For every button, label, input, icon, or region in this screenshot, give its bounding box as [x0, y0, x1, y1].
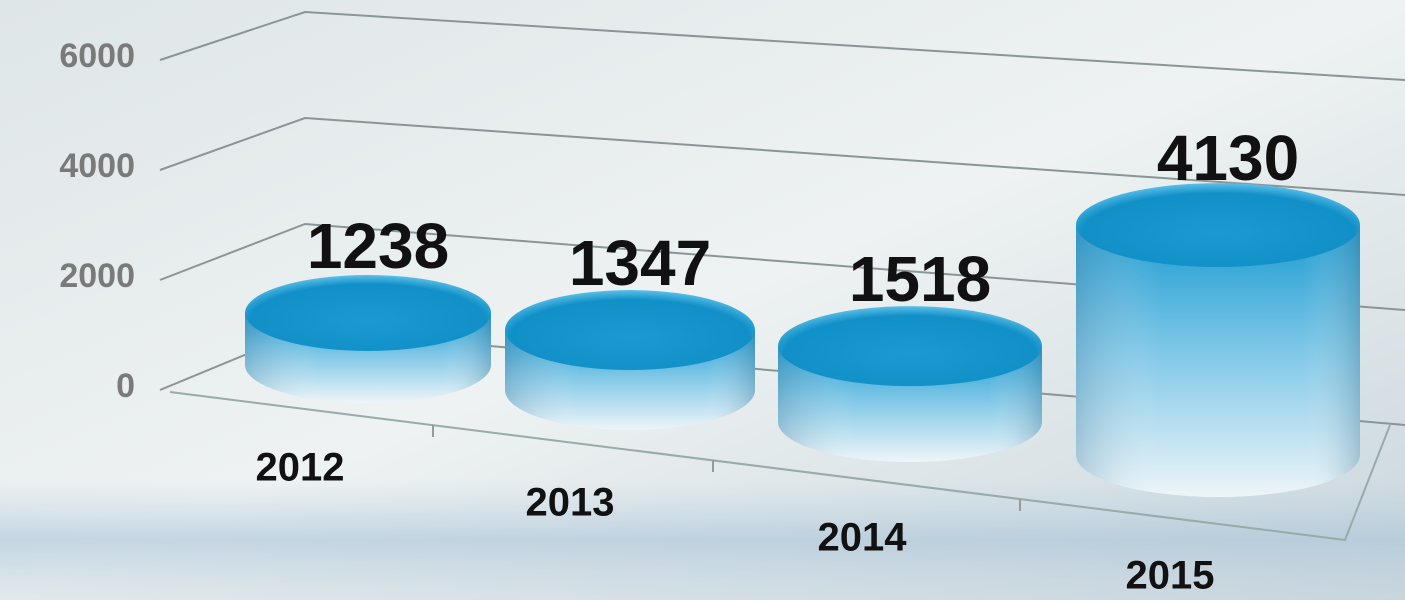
bar-top: [778, 306, 1042, 387]
x-tick-label: 2013: [526, 481, 615, 525]
x-tick-label: 2015: [1126, 554, 1215, 598]
grid-line: [159, 10, 1405, 81]
y-tick-label: 0: [116, 367, 135, 405]
bar: [505, 290, 755, 430]
plot: 1238 1347 1518 4130: [245, 122, 1360, 497]
y-tick-label: 6000: [59, 37, 135, 75]
background-band: [0, 480, 1405, 600]
bar-shade: [1076, 225, 1360, 497]
data-label: 1518: [849, 243, 991, 315]
data-label: 1347: [569, 227, 711, 299]
bar: [245, 275, 491, 403]
data-label: 1238: [307, 210, 449, 282]
bar-top: [1076, 183, 1360, 268]
grid-line: [159, 222, 1405, 311]
data-label: 4130: [1157, 122, 1299, 194]
y-tick-label: 4000: [59, 147, 135, 185]
y-tick-label: 2000: [59, 257, 135, 295]
bar: [778, 306, 1042, 462]
x-tick-label: 2014: [818, 516, 908, 560]
grid-line: [159, 116, 1405, 196]
bar-top: [505, 290, 755, 371]
floor-edge: [169, 391, 1391, 542]
x-tick-label: 2012: [256, 446, 345, 490]
bar: [1076, 183, 1360, 497]
bar-top: [245, 275, 491, 352]
